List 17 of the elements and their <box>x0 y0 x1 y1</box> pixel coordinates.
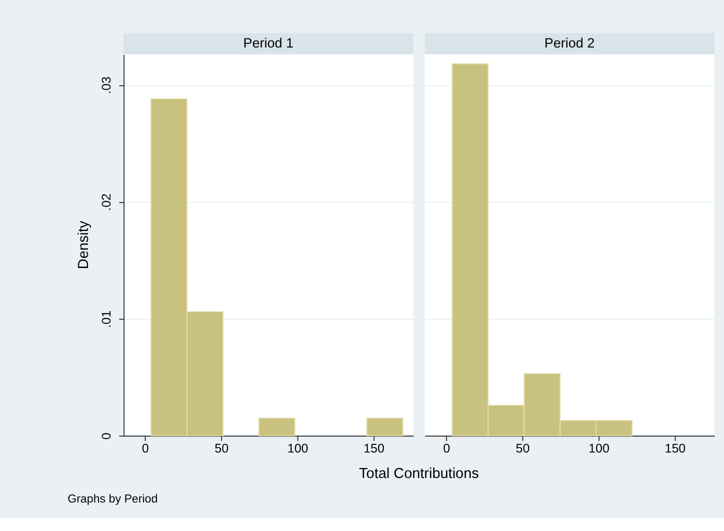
chart-title: Period 1 <box>243 36 294 51</box>
y-tick-label: .03 <box>100 76 114 94</box>
y-tick-label: 0 <box>100 432 114 440</box>
x-tick-label: 100 <box>588 442 610 456</box>
x-axis-title: Total Contributions <box>359 466 479 482</box>
text: Graphs by Period <box>68 493 158 506</box>
x-tick-label: 0 <box>443 442 450 456</box>
y-tick-label: .02 <box>100 193 114 211</box>
x-tick-label: 150 <box>364 442 384 456</box>
x-tick-label: 50 <box>214 442 229 456</box>
x-tick-label: 50 <box>516 442 530 456</box>
y-tick-label: .01 <box>100 310 114 328</box>
x-tick-label: 150 <box>664 442 686 456</box>
x-tick-label: 100 <box>287 442 308 456</box>
x-tick-label: 0 <box>142 442 149 456</box>
y-axis-title: Density <box>76 220 92 270</box>
chart-title: Period 2 <box>544 36 595 51</box>
